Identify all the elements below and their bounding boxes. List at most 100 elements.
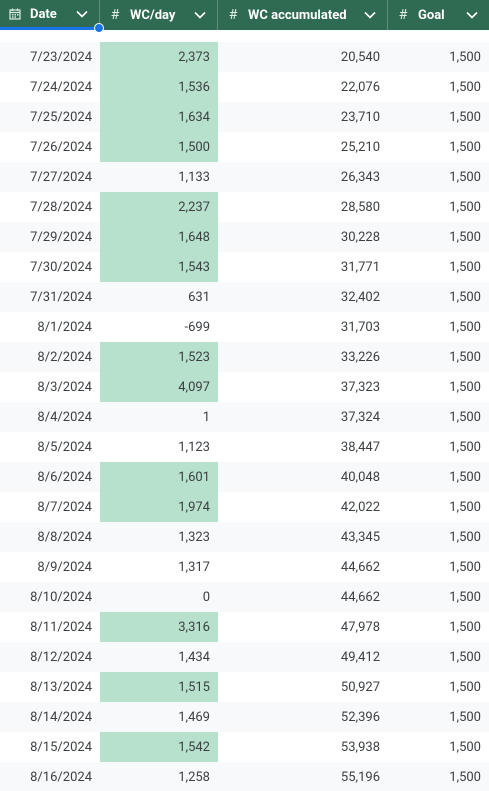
wc-accumulated-cell[interactable]: 49,412 bbox=[340, 649, 380, 665]
wc-accumulated-cell[interactable]: 43,345 bbox=[340, 529, 380, 545]
goal-cell[interactable]: 1,500 bbox=[449, 349, 481, 365]
wc-day-cell[interactable]: 4,097 bbox=[100, 372, 218, 402]
goal-cell[interactable]: 1,500 bbox=[449, 679, 481, 695]
wc-accumulated-cell[interactable]: 20,540 bbox=[340, 49, 380, 65]
wc-day-cell[interactable]: 1,543 bbox=[100, 252, 218, 282]
goal-cell[interactable]: 1,500 bbox=[449, 79, 481, 95]
date-cell[interactable]: 7/23/2024 bbox=[30, 49, 92, 65]
table-cell[interactable] bbox=[388, 31, 489, 42]
wc-accumulated-cell[interactable]: 37,324 bbox=[340, 409, 380, 425]
chevron-down-icon[interactable] bbox=[75, 7, 89, 21]
goal-cell[interactable]: 1,500 bbox=[449, 49, 481, 65]
date-cell[interactable]: 8/15/2024 bbox=[30, 739, 92, 755]
wc-accumulated-cell[interactable]: 44,662 bbox=[340, 589, 380, 605]
goal-cell[interactable]: 1,500 bbox=[449, 769, 481, 785]
wc-accumulated-cell[interactable]: 23,710 bbox=[340, 109, 380, 125]
column-header-goal[interactable]: # Goal bbox=[388, 0, 489, 30]
date-cell[interactable]: 8/7/2024 bbox=[37, 499, 92, 515]
goal-cell[interactable]: 1,500 bbox=[449, 649, 481, 665]
wc-accumulated-cell[interactable]: 31,771 bbox=[340, 259, 380, 275]
goal-cell[interactable]: 1,500 bbox=[449, 469, 481, 485]
wc-accumulated-cell[interactable]: 28,580 bbox=[340, 199, 380, 215]
date-cell[interactable]: 8/3/2024 bbox=[37, 379, 92, 395]
wc-accumulated-cell[interactable]: 25,210 bbox=[340, 139, 380, 155]
date-cell[interactable]: 8/1/2024 bbox=[37, 319, 92, 335]
wc-day-cell[interactable]: 1,317 bbox=[178, 559, 210, 575]
goal-cell[interactable]: 1,500 bbox=[449, 709, 481, 725]
wc-accumulated-cell[interactable]: 53,938 bbox=[340, 739, 380, 755]
wc-accumulated-cell[interactable]: 52,396 bbox=[340, 709, 380, 725]
goal-cell[interactable]: 1,500 bbox=[449, 589, 481, 605]
wc-day-cell[interactable]: 1,536 bbox=[100, 72, 218, 102]
wc-day-cell[interactable]: 1,515 bbox=[100, 672, 218, 702]
wc-accumulated-cell[interactable]: 55,196 bbox=[340, 769, 380, 785]
wc-day-cell[interactable]: 1,542 bbox=[100, 732, 218, 762]
goal-cell[interactable]: 1,500 bbox=[449, 439, 481, 455]
wc-accumulated-cell[interactable]: 31,703 bbox=[340, 319, 380, 335]
column-header-wc-day[interactable]: # WC/day bbox=[100, 0, 218, 30]
wc-accumulated-cell[interactable]: 32,402 bbox=[340, 289, 380, 305]
goal-cell[interactable]: 1,500 bbox=[449, 559, 481, 575]
goal-cell[interactable]: 1,500 bbox=[449, 319, 481, 335]
date-cell[interactable]: 8/8/2024 bbox=[37, 529, 92, 545]
wc-day-cell[interactable]: 1,133 bbox=[178, 169, 210, 185]
wc-day-cell[interactable]: 1,323 bbox=[178, 529, 210, 545]
column-header-wc-accumulated[interactable]: # WC accumulated bbox=[218, 0, 388, 30]
goal-cell[interactable]: 1,500 bbox=[449, 619, 481, 635]
table-cell[interactable] bbox=[0, 31, 100, 42]
wc-accumulated-cell[interactable]: 38,447 bbox=[340, 439, 380, 455]
wc-day-cell[interactable]: 1,634 bbox=[100, 102, 218, 132]
goal-cell[interactable]: 1,500 bbox=[449, 229, 481, 245]
wc-accumulated-cell[interactable]: 37,323 bbox=[340, 379, 380, 395]
date-cell[interactable]: 7/25/2024 bbox=[30, 109, 92, 125]
date-cell[interactable]: 8/14/2024 bbox=[30, 709, 92, 725]
wc-accumulated-cell[interactable]: 44,662 bbox=[340, 559, 380, 575]
wc-day-cell[interactable]: 1,258 bbox=[178, 769, 210, 785]
wc-day-cell[interactable]: 1,500 bbox=[100, 132, 218, 162]
goal-cell[interactable]: 1,500 bbox=[449, 409, 481, 425]
table-cell[interactable] bbox=[100, 31, 218, 42]
wc-accumulated-cell[interactable]: 33,226 bbox=[340, 349, 380, 365]
wc-day-cell[interactable]: 1,601 bbox=[100, 462, 218, 492]
selection-handle[interactable] bbox=[94, 23, 104, 33]
date-cell[interactable]: 8/9/2024 bbox=[37, 559, 92, 575]
date-cell[interactable]: 8/4/2024 bbox=[37, 409, 92, 425]
wc-day-cell[interactable]: 1,523 bbox=[100, 342, 218, 372]
wc-accumulated-cell[interactable]: 22,076 bbox=[340, 79, 380, 95]
wc-day-cell[interactable]: 1 bbox=[202, 409, 210, 425]
chevron-down-icon[interactable] bbox=[363, 8, 377, 22]
wc-accumulated-cell[interactable]: 50,927 bbox=[340, 679, 380, 695]
wc-accumulated-cell[interactable]: 47,978 bbox=[340, 619, 380, 635]
table-cell[interactable] bbox=[218, 31, 388, 42]
date-cell[interactable]: 7/26/2024 bbox=[30, 139, 92, 155]
goal-cell[interactable]: 1,500 bbox=[449, 109, 481, 125]
wc-day-cell[interactable]: 1,469 bbox=[178, 709, 210, 725]
date-cell[interactable]: 8/2/2024 bbox=[37, 349, 92, 365]
chevron-down-icon[interactable] bbox=[193, 8, 207, 22]
date-cell[interactable]: 7/31/2024 bbox=[30, 289, 92, 305]
wc-day-cell[interactable]: 0 bbox=[202, 589, 210, 605]
date-cell[interactable]: 8/6/2024 bbox=[37, 469, 92, 485]
goal-cell[interactable]: 1,500 bbox=[449, 139, 481, 155]
wc-day-cell[interactable]: 1,123 bbox=[178, 439, 210, 455]
goal-cell[interactable]: 1,500 bbox=[449, 739, 481, 755]
wc-day-cell[interactable]: 2,373 bbox=[100, 42, 218, 72]
date-cell[interactable]: 7/28/2024 bbox=[30, 199, 92, 215]
date-cell[interactable]: 8/11/2024 bbox=[30, 619, 92, 635]
chevron-down-icon[interactable] bbox=[465, 8, 479, 22]
wc-day-cell[interactable]: 2,237 bbox=[100, 192, 218, 222]
date-cell[interactable]: 8/10/2024 bbox=[30, 589, 92, 605]
wc-day-cell[interactable]: 1,648 bbox=[100, 222, 218, 252]
wc-day-cell[interactable]: 3,316 bbox=[100, 612, 218, 642]
goal-cell[interactable]: 1,500 bbox=[449, 379, 481, 395]
date-cell[interactable]: 8/5/2024 bbox=[37, 439, 92, 455]
wc-accumulated-cell[interactable]: 40,048 bbox=[340, 469, 380, 485]
goal-cell[interactable]: 1,500 bbox=[449, 199, 481, 215]
date-cell[interactable]: 7/27/2024 bbox=[30, 169, 92, 185]
wc-day-cell[interactable]: 631 bbox=[188, 289, 210, 305]
goal-cell[interactable]: 1,500 bbox=[449, 529, 481, 545]
goal-cell[interactable]: 1,500 bbox=[449, 259, 481, 275]
date-cell[interactable]: 8/16/2024 bbox=[30, 769, 92, 785]
goal-cell[interactable]: 1,500 bbox=[449, 289, 481, 305]
goal-cell[interactable]: 1,500 bbox=[449, 499, 481, 515]
